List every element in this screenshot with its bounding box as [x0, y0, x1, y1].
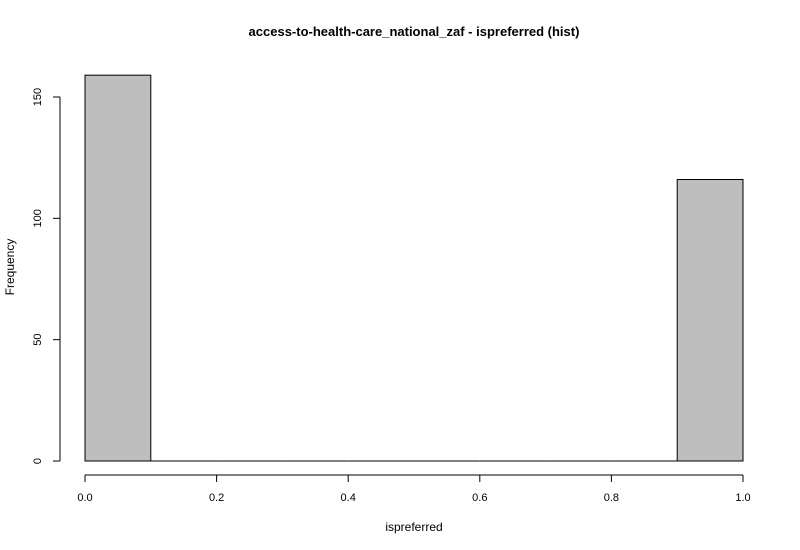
y-tick-label-2: 100 — [32, 209, 44, 227]
x-tick-label-3: 0.6 — [472, 492, 487, 504]
bars-group — [84, 74, 744, 462]
x-axis-label: ispreferred — [385, 520, 442, 534]
x-axis: 0.0 0.2 0.4 0.6 0.8 1.0 — [77, 474, 751, 504]
x-tick-label-5: 1.0 — [735, 492, 750, 504]
chart-title: access-to-health-care_national_zaf - isp… — [249, 24, 580, 39]
y-tick-label-1: 50 — [32, 334, 44, 346]
histogram-bar-0 — [84, 74, 152, 462]
x-tick-label-4: 0.8 — [604, 492, 619, 504]
y-axis-label: Frequency — [3, 239, 17, 296]
x-tick-label-2: 0.4 — [341, 492, 356, 504]
histogram-bar-9 — [676, 179, 744, 462]
x-tick-label-1: 0.2 — [209, 492, 224, 504]
y-axis: 0 50 100 150 — [32, 88, 61, 464]
x-tick-label-0: 0.0 — [77, 492, 92, 504]
y-tick-label-3: 150 — [32, 88, 44, 106]
y-tick-label-0: 0 — [32, 458, 44, 464]
